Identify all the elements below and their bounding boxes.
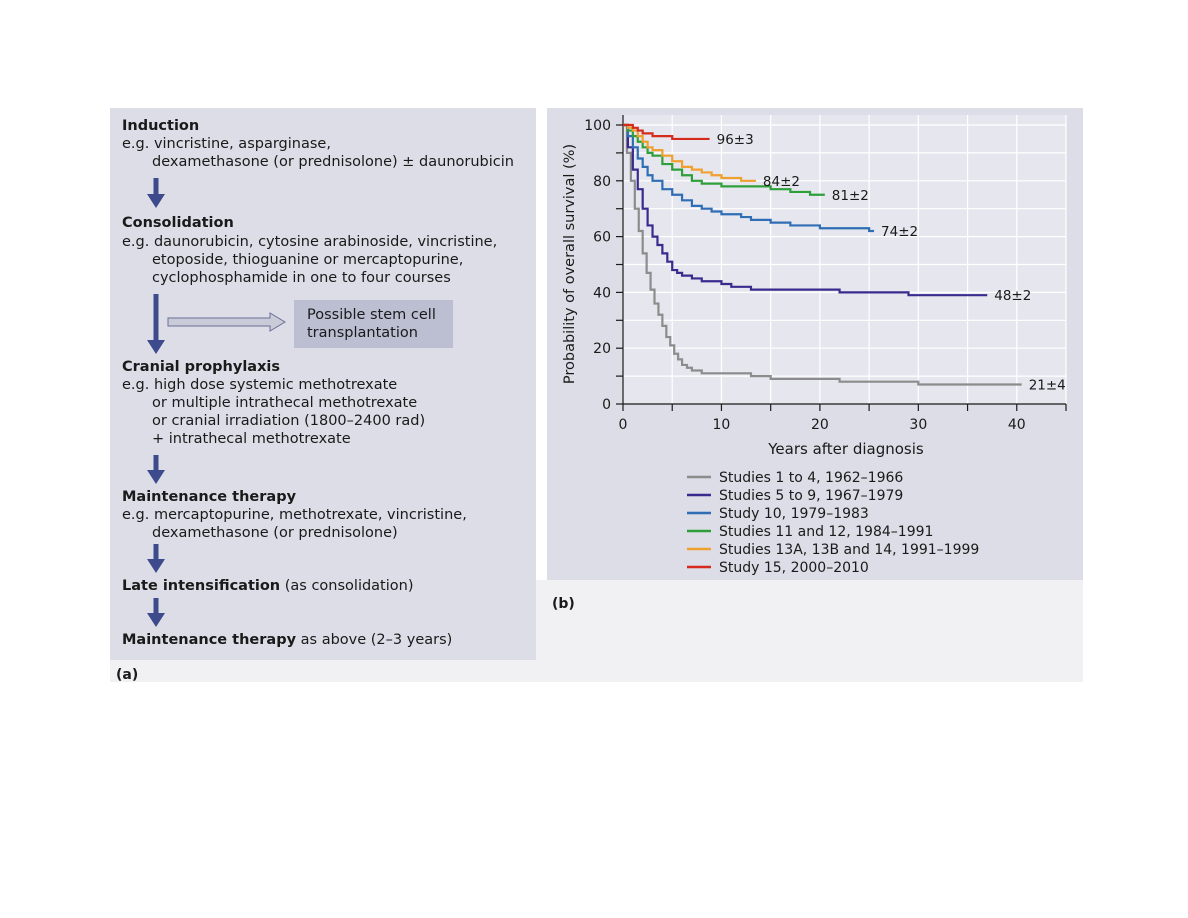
series-end-label: 21±4 [1029, 377, 1066, 393]
series-end-label: 74±2 [881, 224, 918, 240]
stem-cell-line1: Possible stem cell [307, 307, 436, 323]
arrow-down-icon [147, 544, 165, 573]
induction-line1: e.g. vincristine, asparginase, [122, 136, 331, 152]
panel-b-label: (b) [552, 596, 575, 612]
arrow-right-icon [167, 312, 286, 332]
maintenance-line1: e.g. mercaptopurine, methotrexate, vincr… [122, 507, 467, 523]
arrow-down-icon [147, 178, 165, 208]
cranial-line2: or multiple intrathecal methotrexate [152, 395, 418, 411]
series-end-label: 84±2 [763, 174, 800, 190]
x-tick-label: 0 [619, 417, 628, 433]
maintenance-repeat-note: as above (2–3 years) [296, 632, 453, 648]
panel-a-caption-strip [110, 660, 536, 682]
x-axis-label: Years after diagnosis [767, 440, 924, 458]
series-end-label: 48±2 [994, 288, 1031, 304]
series-end-label: 81±2 [832, 188, 869, 204]
x-tick-label: 30 [909, 417, 927, 433]
legend-label: Studies 11 and 12, 1984–1991 [719, 524, 933, 540]
legend-label: Studies 13A, 13B and 14, 1991–1999 [719, 542, 979, 558]
series-line [623, 123, 988, 297]
late-intensification-note: (as consolidation) [280, 578, 414, 594]
legend-label: Studies 5 to 9, 1967–1979 [719, 488, 903, 504]
legend-label: Study 10, 1979–1983 [719, 506, 869, 522]
chart-series [623, 123, 1022, 386]
y-tick-label: 40 [593, 285, 611, 301]
consolidation-line1: e.g. daunorubicin, cytosine arabinoside,… [122, 234, 498, 250]
consolidation-line2: etoposide, thioguanine or mercaptopurine… [152, 252, 464, 268]
late-intensification: Late intensification (as consolidation) [122, 577, 414, 595]
consolidation-title: Consolidation [122, 215, 234, 231]
maintenance-line2: dexamethasone (or prednisolone) [152, 525, 398, 541]
arrow-down-icon [147, 455, 165, 484]
stem-cell-line2: transplantation [307, 325, 418, 341]
arrow-down-icon [147, 294, 165, 354]
chart-axes [622, 115, 1066, 405]
induction-line2: dexamethasone (or prednisolone) ± daunor… [152, 154, 514, 170]
cranial-line4: + intrathecal methotrexate [152, 431, 351, 447]
cranial-line3: or cranial irradiation (1800–2400 rad) [152, 413, 426, 429]
chart-grid [623, 115, 1067, 404]
chart-ticks: 0 10 20 30 40 0 20 40 60 80 100 [584, 118, 1067, 433]
y-tick-label: 60 [593, 230, 611, 246]
arrow-down-icon [147, 598, 165, 627]
cranial-line1: e.g. high dose systemic methotrexate [122, 377, 398, 393]
induction-title: Induction [122, 118, 200, 134]
maintenance-title: Maintenance therapy [122, 489, 297, 505]
series-end-label: 96±3 [717, 132, 754, 148]
legend-label: Study 15, 2000–2010 [719, 560, 869, 576]
x-tick-label: 20 [811, 417, 829, 433]
panel-a-background [110, 108, 536, 660]
late-intensification-title: Late intensification [122, 578, 281, 594]
plot-area [623, 115, 1066, 404]
cranial-title: Cranial prophylaxis [122, 359, 281, 375]
chart-legend: Studies 1 to 4, 1962–1966 Studies 5 to 9,… [687, 470, 979, 576]
consolidation-line3: cyclophosphamide in one to four courses [152, 270, 451, 286]
series-line [623, 123, 825, 196]
maintenance-repeat: Maintenance therapy as above (2–3 years) [122, 631, 452, 649]
y-axis-label: Probability of overall survival (%) [562, 144, 578, 384]
legend-label: Studies 1 to 4, 1962–1966 [719, 470, 903, 486]
series-line [623, 123, 875, 233]
x-tick-label: 10 [713, 417, 731, 433]
chart-end-labels: 21±4 48±2 74±2 81±2 84±2 96±3 [717, 132, 1066, 394]
panel-a-label: (a) [116, 667, 139, 683]
y-tick-label: 80 [593, 174, 611, 190]
x-tick-label: 40 [1008, 417, 1026, 433]
y-tick-label: 100 [584, 118, 611, 134]
y-tick-label: 20 [593, 341, 611, 357]
series-line [623, 123, 1022, 386]
stem-cell-transplant-box: Possible stem cell transplantation [294, 300, 453, 348]
maintenance-repeat-title: Maintenance therapy [122, 632, 297, 648]
panel-b-caption-strip [536, 580, 1083, 682]
y-tick-label: 0 [602, 397, 611, 413]
series-line [623, 123, 710, 141]
